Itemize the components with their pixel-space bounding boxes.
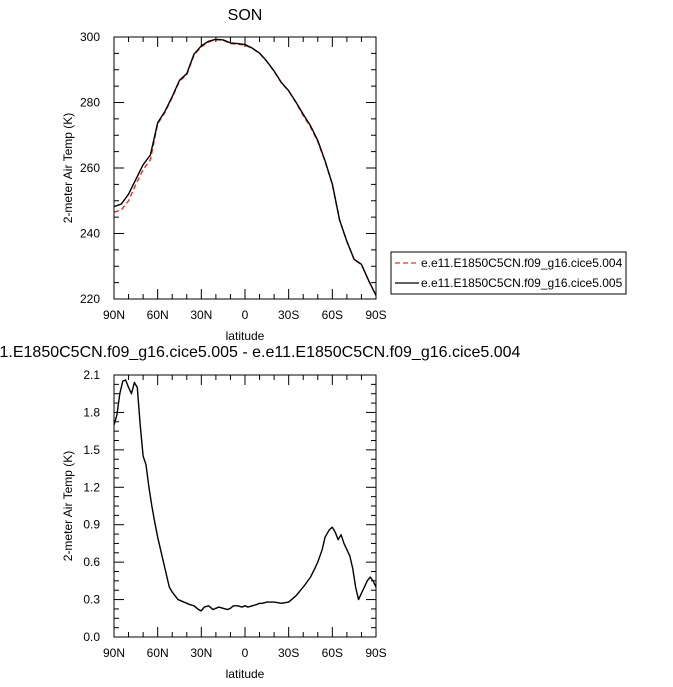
x-tick-label: 90S [365,646,386,660]
top-series-line-2 [113,38,377,296]
legend: e.e11.E1850C5CN.f09_g16.cice5.004 e.e11.… [390,251,627,295]
top-y-axis-label: 2-meter Air Temp (K) [61,113,75,223]
top-y-ticks: 220 240 260 280 300 [80,30,376,306]
top-chart-title: SON [228,7,263,24]
y-tick-label: 280 [80,96,100,110]
x-tick-label: 30S [278,646,299,660]
bottom-panel: e.e11.E1850C5CN.f09_g16.cice5.005 - e.e1… [0,344,521,681]
y-tick-label: 260 [80,161,100,175]
x-tick-label: 0 [242,646,249,660]
y-tick-label: 1.8 [83,405,100,419]
top-plot-frame [113,36,377,300]
legend-label-series-2: e.e11.E1850C5CN.f09_g16.cice5.005 [421,276,623,290]
bottom-y-ticks: 0.0 0.3 0.6 0.9 1.2 1.5 1.8 2.1 [83,368,376,644]
y-tick-label: 0.0 [83,630,100,644]
x-tick-label: 60N [147,646,169,660]
top-series-group [113,38,377,297]
x-tick-label: 60S [322,646,343,660]
legend-box [390,251,627,295]
y-tick-label: 0.9 [83,518,100,532]
x-tick-label: 90S [365,308,386,322]
bottom-series-line-1 [113,379,377,612]
x-tick-label: 60N [147,308,169,322]
y-tick-label: 1.5 [83,443,100,457]
y-tick-label: 0.6 [83,555,100,569]
x-tick-label: 30N [190,308,212,322]
top-x-axis-label: latitude [226,329,265,343]
x-tick-label: 90N [103,308,125,322]
y-tick-label: 220 [80,292,100,306]
x-tick-label: 90N [103,646,125,660]
bottom-y-axis-label: 2-meter Air Temp (K) [61,451,75,561]
y-tick-label: 240 [80,227,100,241]
bottom-series-group [113,379,377,612]
legend-label-series-1: e.e11.E1850C5CN.f09_g16.cice5.004 [421,256,623,270]
y-tick-label: 1.2 [83,480,100,494]
y-tick-label: 300 [80,30,100,44]
bottom-x-ticks: 90N 60N 30N 0 30S 60S 90S [103,375,387,660]
x-tick-label: 0 [242,308,249,322]
bottom-plot-frame [113,374,377,638]
top-panel: SON 90N 60N 30N 0 30S 60S 90S 220240260280300 … [61,7,627,343]
x-tick-label: 60S [322,308,343,322]
top-series-line-1 [113,38,377,297]
top-x-ticks: 90N 60N 30N 0 30S 60S 90S [103,37,387,322]
x-tick-label: 30S [278,308,299,322]
bottom-chart-title: e.e11.E1850C5CN.f09_g16.cice5.005 - e.e1… [0,344,521,361]
y-tick-label: 0.3 [83,593,100,607]
x-tick-label: 30N [190,646,212,660]
bottom-x-axis-label: latitude [226,667,265,681]
y-tick-label: 2.1 [83,368,100,382]
